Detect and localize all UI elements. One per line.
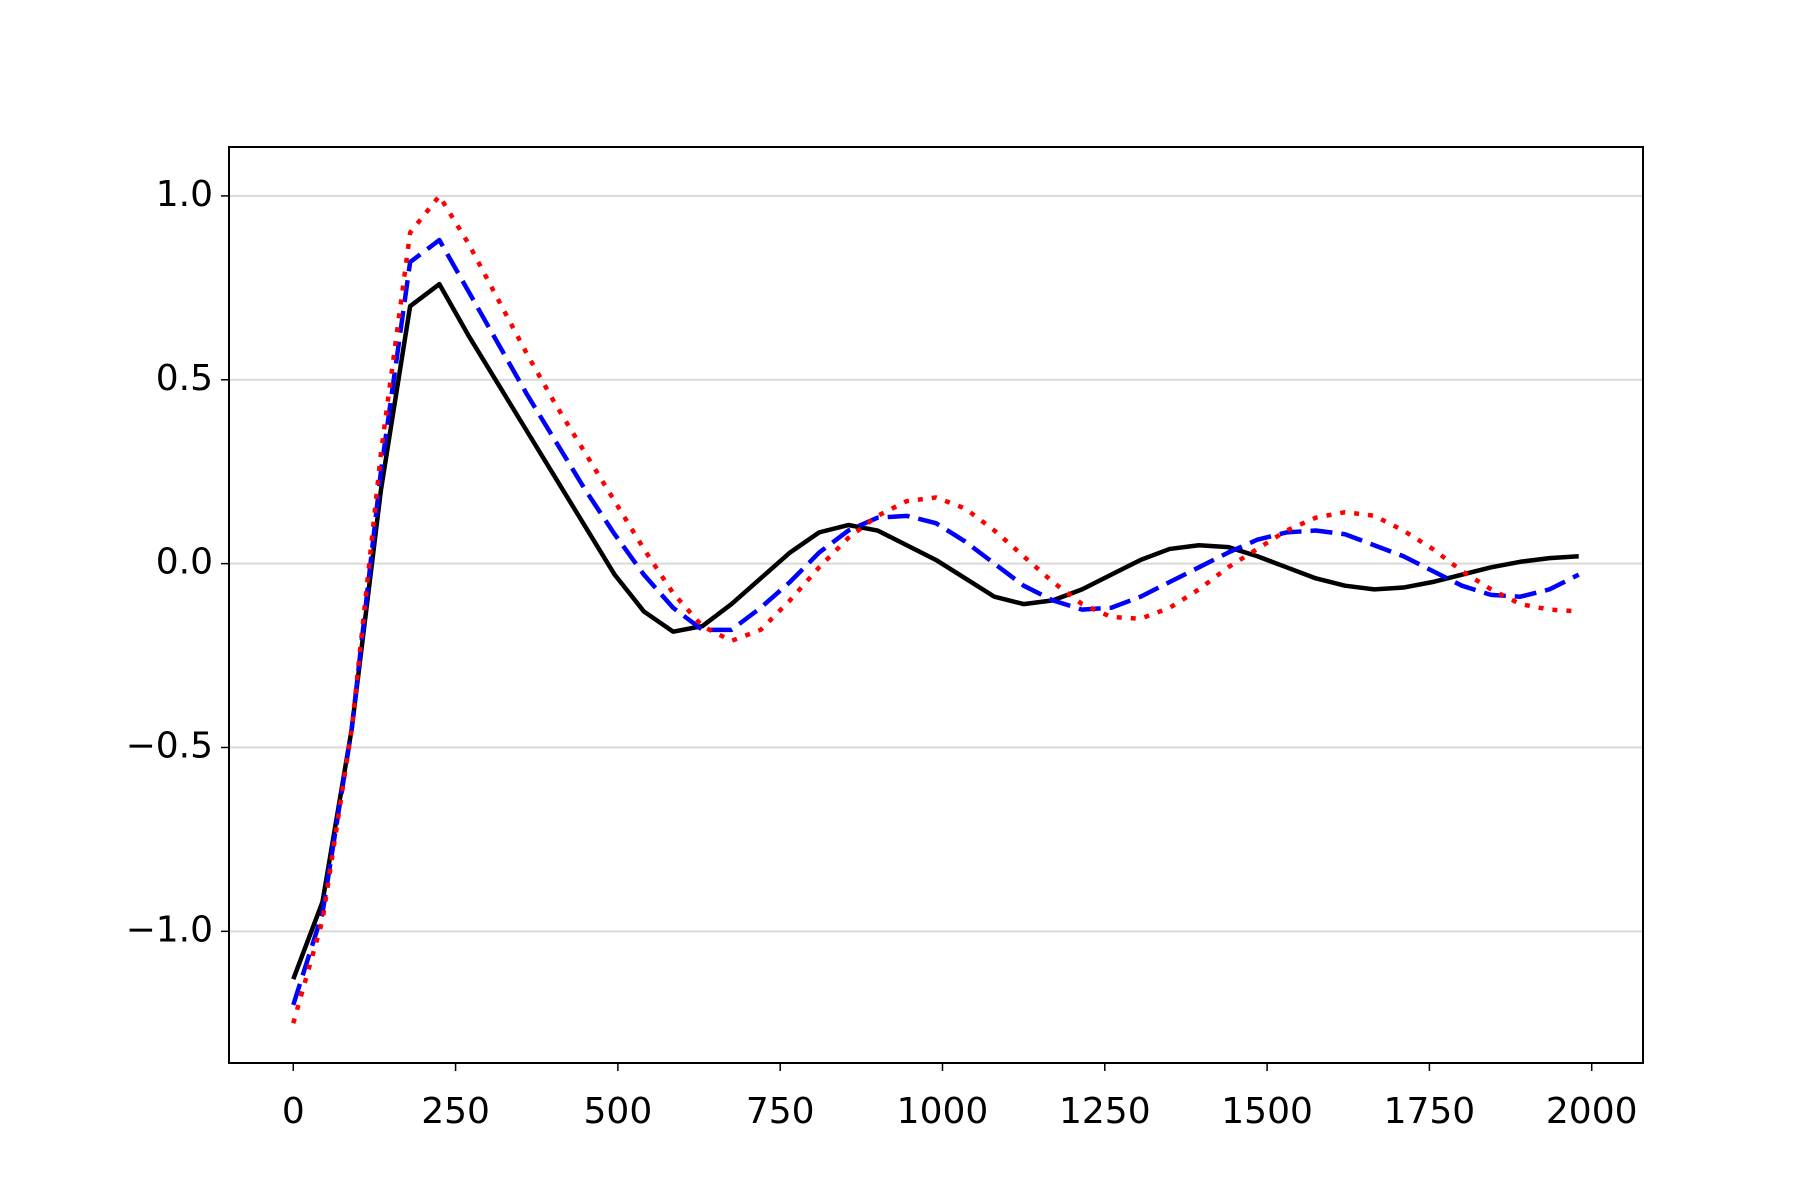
data-line — [291, 193, 1579, 1024]
y-tick-label: 0.0 — [156, 542, 213, 583]
x-tick-label: 2000 — [1546, 1091, 1638, 1132]
x-tick-label: 500 — [584, 1091, 653, 1132]
x-tick-label: 0 — [282, 1091, 305, 1132]
y-tick-label: 1.0 — [156, 174, 213, 215]
x-tick-label: 1250 — [1059, 1091, 1151, 1132]
plot-frame — [228, 146, 1644, 1064]
x-tick-label: 1500 — [1221, 1091, 1313, 1132]
y-tick-label: 0.5 — [156, 358, 213, 399]
x-tick-label: 1750 — [1384, 1091, 1476, 1132]
y-tick-label: −1.0 — [126, 909, 213, 950]
data-line — [291, 237, 1580, 1006]
y-tick-label: −0.5 — [126, 725, 213, 766]
x-tick-label: 750 — [746, 1091, 815, 1132]
x-tick-label: 250 — [421, 1091, 490, 1132]
data-line — [291, 281, 1579, 980]
x-tick-label: 1000 — [897, 1091, 989, 1132]
